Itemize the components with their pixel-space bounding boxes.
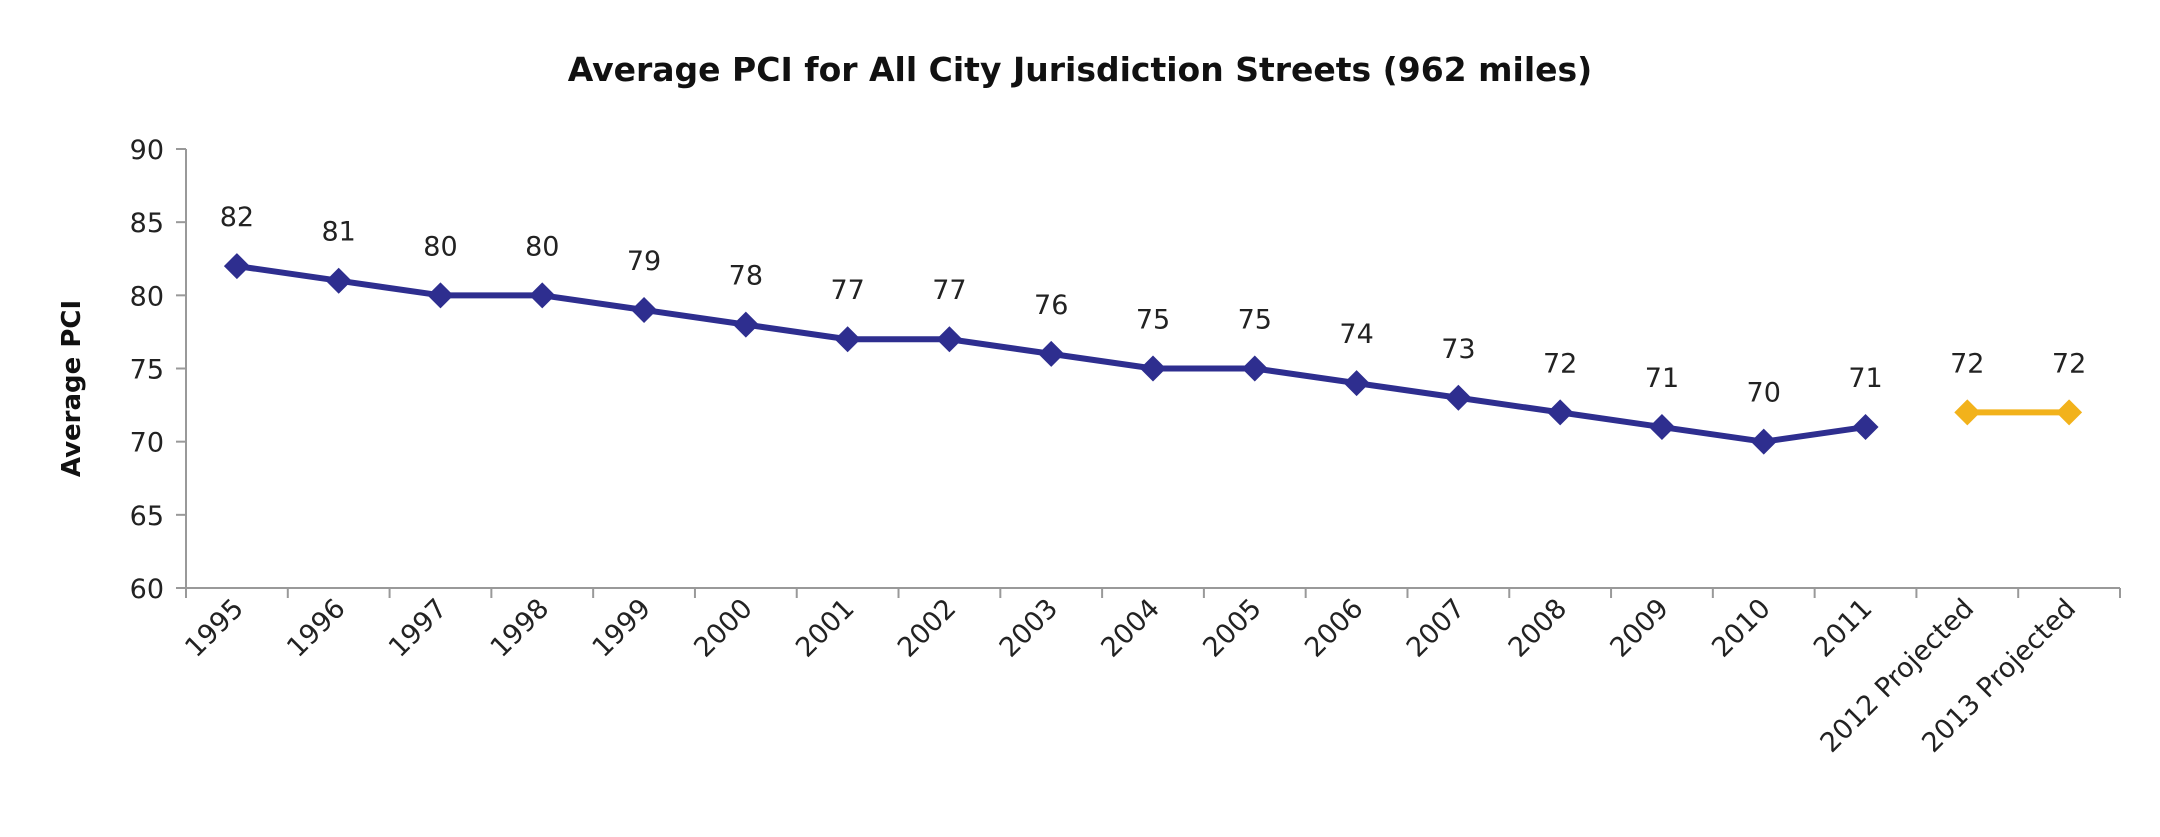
y-axis-label: Average PCI (57, 300, 87, 477)
x-tick-label: 1996 (281, 593, 352, 664)
data-label: 76 (1034, 290, 1068, 321)
data-label: 81 (322, 217, 356, 248)
data-label: 75 (1136, 305, 1170, 336)
data-label: 79 (627, 246, 661, 277)
x-tick-label: 1997 (383, 593, 454, 664)
x-tick-label: 2001 (790, 593, 861, 664)
data-point-marker (1038, 340, 1065, 367)
data-point-marker (325, 267, 352, 294)
y-tick-label: 80 (130, 281, 164, 312)
x-tick-label: 1998 (485, 593, 556, 664)
data-label: 73 (1441, 334, 1475, 365)
x-tick-label: 2011 (1808, 593, 1879, 664)
data-label: 78 (729, 261, 763, 292)
x-tick-label: 2008 (1503, 593, 1574, 664)
x-tick-label: 2006 (1299, 593, 1370, 664)
data-point-marker (1954, 399, 1981, 426)
data-point-marker (1140, 355, 1166, 382)
y-tick-label: 90 (130, 135, 164, 166)
y-tick-label: 70 (130, 428, 164, 459)
data-label: 74 (1339, 319, 1373, 350)
data-label: 70 (1747, 378, 1781, 409)
x-tick-label: 1999 (586, 593, 657, 664)
y-tick-label: 75 (130, 355, 164, 386)
data-point-marker (529, 282, 556, 309)
x-tick-label: 2004 (1095, 593, 1166, 664)
data-label: 77 (932, 275, 966, 306)
x-tick-label: 2007 (1401, 593, 1472, 664)
data-point-marker (1852, 414, 1879, 441)
data-label: 72 (1950, 348, 1984, 379)
data-point-marker (223, 253, 250, 280)
data-point-marker (427, 282, 454, 309)
x-tick-label: 2002 (892, 593, 963, 664)
data-label: 80 (423, 231, 457, 262)
x-tick-label: 1995 (179, 593, 250, 664)
x-tick-label: 2003 (994, 593, 1065, 664)
data-point-marker (1750, 428, 1777, 455)
data-point-marker (1343, 370, 1370, 397)
data-label: 72 (1543, 348, 1577, 379)
y-tick-label: 60 (130, 574, 164, 605)
data-point-marker (1445, 384, 1472, 411)
x-tick-label: 2000 (688, 593, 759, 664)
data-point-marker (1241, 355, 1268, 382)
data-point-marker (936, 326, 963, 353)
x-tick-label: 2005 (1197, 593, 1268, 664)
data-point-marker (732, 311, 759, 338)
data-point-marker (1648, 414, 1675, 441)
data-point-marker (631, 296, 658, 323)
data-point-marker (834, 326, 861, 353)
y-tick-label: 85 (130, 208, 164, 239)
data-label: 82 (220, 202, 254, 233)
data-label: 71 (1645, 363, 1679, 394)
data-label: 75 (1238, 305, 1272, 336)
data-point-marker (1547, 399, 1574, 426)
y-tick-label: 65 (130, 501, 164, 532)
x-tick-label: 2009 (1604, 593, 1675, 664)
data-point-marker (2056, 399, 2083, 426)
data-label: 80 (525, 231, 559, 262)
chart-title: Average PCI for All City Jurisdiction St… (567, 50, 1593, 89)
data-label: 72 (2052, 348, 2086, 379)
data-label: 77 (830, 275, 864, 306)
x-tick-label: 2010 (1706, 593, 1777, 664)
data-label: 71 (1848, 363, 1882, 394)
